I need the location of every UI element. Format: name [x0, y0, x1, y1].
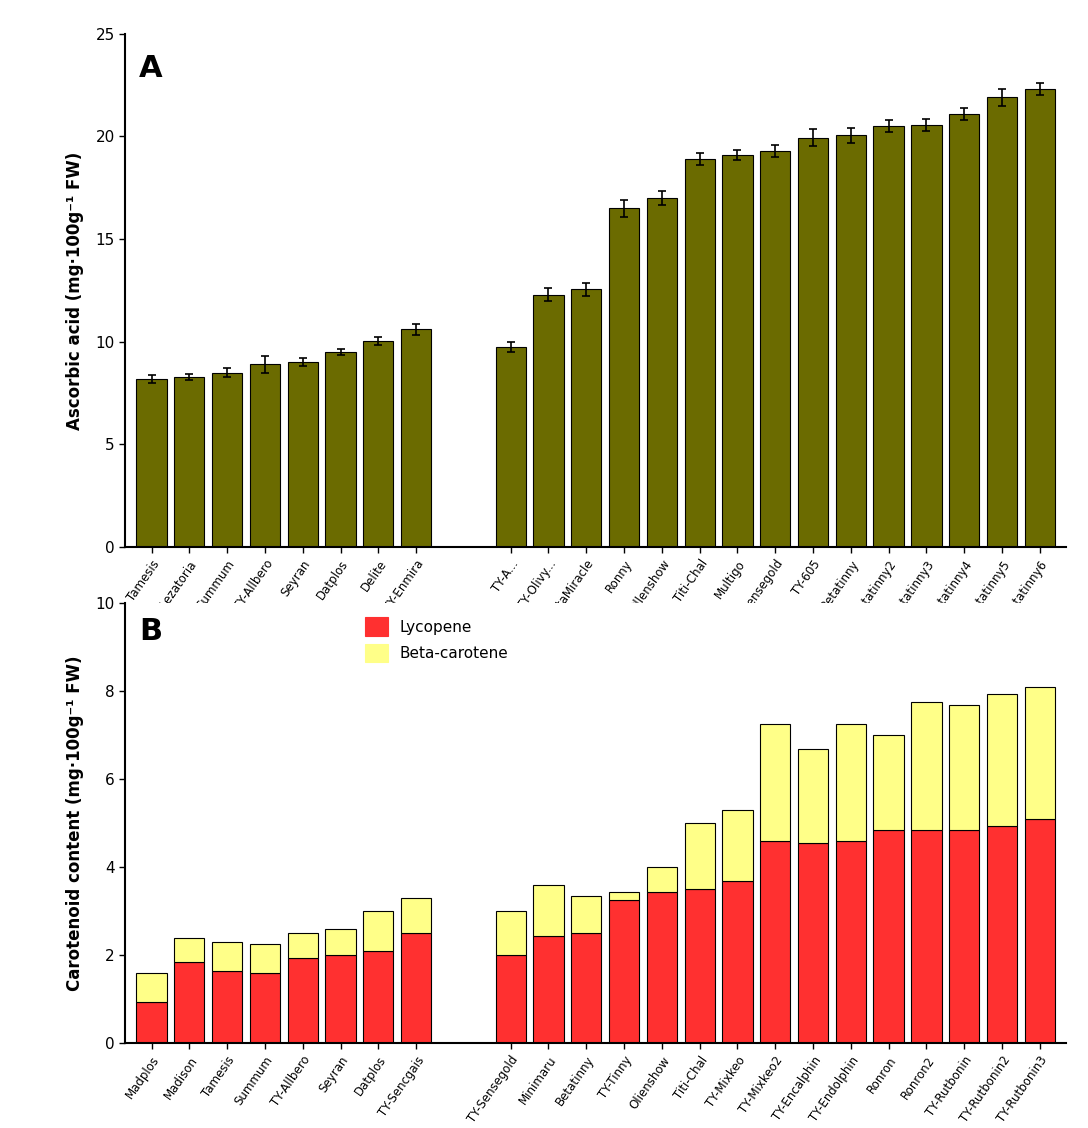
Bar — [1025, 687, 1055, 819]
Bar — [912, 125, 941, 547]
Bar — [646, 199, 677, 547]
Y-axis label: Carotenoid content (mg·100g⁻¹ FW): Carotenoid content (mg·100g⁻¹ FW) — [66, 655, 85, 992]
Bar — [761, 151, 790, 547]
Bar — [325, 929, 356, 955]
Bar — [684, 889, 715, 1043]
Bar — [684, 159, 715, 547]
Bar — [646, 867, 677, 891]
Bar — [646, 891, 677, 1043]
Bar — [212, 942, 243, 971]
Bar — [401, 934, 431, 1043]
Bar — [609, 891, 639, 900]
Bar — [798, 138, 828, 547]
Bar — [609, 209, 639, 547]
Bar — [533, 885, 564, 935]
Bar — [722, 810, 753, 881]
Bar — [798, 749, 828, 844]
Bar — [949, 705, 979, 830]
Bar — [1025, 819, 1055, 1043]
Bar — [325, 352, 356, 547]
Bar — [325, 955, 356, 1043]
Bar — [363, 911, 394, 951]
Bar — [874, 735, 904, 830]
Bar — [401, 898, 431, 934]
Bar — [987, 97, 1017, 547]
Text: B: B — [139, 617, 162, 645]
Bar — [401, 329, 431, 547]
Bar — [250, 973, 280, 1043]
Bar — [571, 896, 602, 934]
Bar — [250, 364, 280, 547]
Bar — [174, 937, 205, 962]
Legend: Lycopene, Beta-carotene: Lycopene, Beta-carotene — [359, 611, 515, 668]
Bar — [761, 841, 790, 1043]
Bar — [287, 958, 318, 1043]
Bar — [495, 347, 526, 547]
Bar — [761, 724, 790, 841]
Bar — [836, 724, 866, 841]
Bar — [174, 962, 205, 1043]
Bar — [836, 135, 866, 547]
Bar — [609, 900, 639, 1043]
Bar — [874, 830, 904, 1043]
Bar — [533, 294, 564, 547]
Bar — [874, 126, 904, 547]
Bar — [495, 911, 526, 955]
Bar — [684, 823, 715, 889]
Bar — [212, 372, 243, 547]
Bar — [722, 155, 753, 547]
Bar — [949, 830, 979, 1043]
Y-axis label: Ascorbic acid (mg·100g⁻¹ FW): Ascorbic acid (mg·100g⁻¹ FW) — [66, 151, 85, 430]
Bar — [987, 694, 1017, 826]
Bar — [287, 362, 318, 547]
Bar — [949, 114, 979, 547]
Bar — [363, 951, 394, 1043]
Bar — [363, 341, 394, 547]
Bar — [722, 881, 753, 1043]
Bar — [136, 379, 166, 547]
Bar — [136, 973, 166, 1002]
Bar — [571, 290, 602, 547]
Bar — [533, 935, 564, 1043]
Bar — [136, 1002, 166, 1043]
Bar — [174, 377, 205, 547]
Bar — [250, 944, 280, 973]
Bar — [987, 826, 1017, 1043]
Bar — [287, 934, 318, 958]
Bar — [836, 841, 866, 1043]
Bar — [912, 703, 941, 830]
Text: A: A — [139, 54, 163, 83]
Bar — [571, 934, 602, 1043]
Bar — [212, 971, 243, 1043]
Bar — [1025, 89, 1055, 547]
Bar — [495, 955, 526, 1043]
Bar — [912, 830, 941, 1043]
Bar — [798, 844, 828, 1043]
